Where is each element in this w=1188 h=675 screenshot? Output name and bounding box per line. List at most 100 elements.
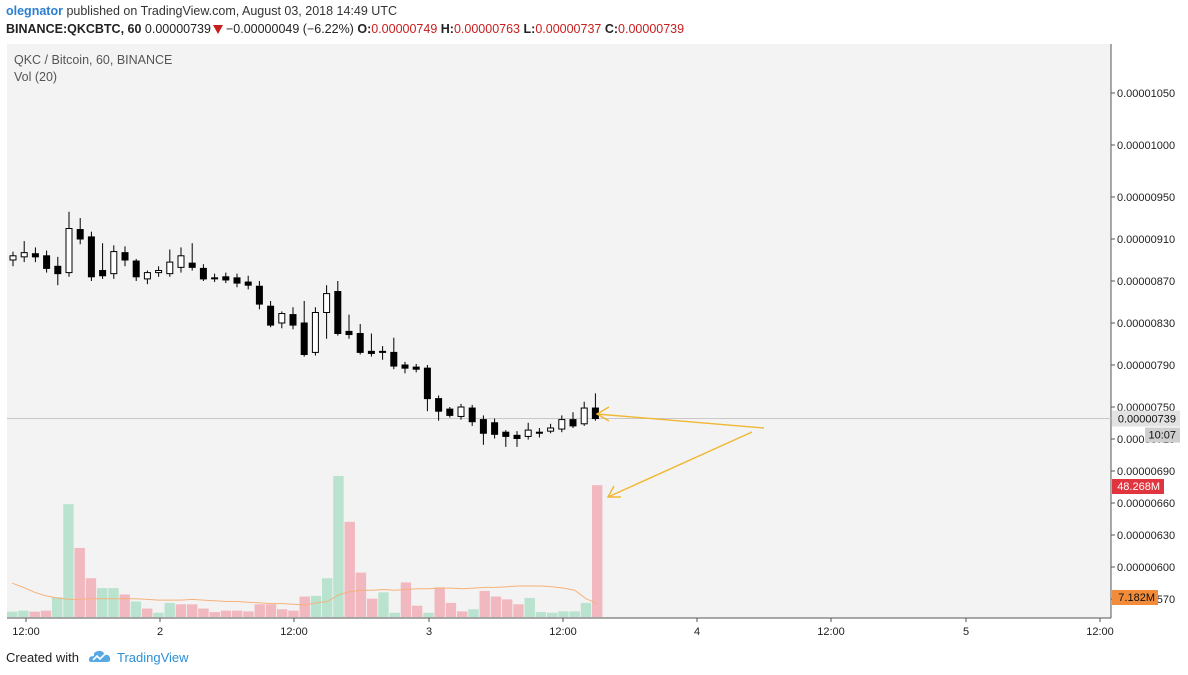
candle	[166, 249, 174, 277]
candle-body	[311, 312, 319, 353]
volume-bar	[423, 612, 434, 617]
tradingview-link[interactable]: TradingView	[116, 650, 189, 665]
candle	[278, 311, 286, 329]
candle	[99, 243, 107, 279]
y-tick-label: 0.00000630	[1117, 530, 1175, 542]
candle-body	[222, 276, 230, 281]
candle	[121, 246, 129, 267]
candle-body	[132, 260, 140, 278]
volume-bar	[232, 610, 243, 617]
last-volume-badge	[1112, 479, 1164, 494]
published-text: published on TradingView.com, August 03,…	[66, 4, 397, 18]
volume-bar	[7, 611, 18, 617]
candle-body	[155, 270, 163, 274]
candle	[311, 307, 319, 356]
volume-bar	[119, 594, 130, 617]
volume-bar	[108, 588, 119, 617]
countdown-label: 10:07	[1148, 430, 1176, 442]
candle	[356, 324, 364, 355]
volume-bar	[97, 588, 108, 617]
candle	[54, 256, 62, 286]
volume-bar	[513, 604, 524, 617]
candle-body	[524, 429, 532, 437]
candle	[87, 231, 95, 281]
symbol-label: BINANCE:QKCBTC, 60	[6, 22, 142, 36]
candle-body	[412, 366, 420, 370]
candle-body	[569, 419, 577, 427]
volume-bar	[288, 610, 299, 617]
volume-bar	[389, 612, 400, 617]
close-value: 0.00000739	[618, 22, 685, 36]
volume-bar	[175, 604, 187, 617]
tradingview-cloud-icon	[87, 649, 111, 666]
candle	[255, 281, 263, 310]
x-tick-label: 12:00	[817, 626, 845, 638]
close-label: C:	[604, 22, 619, 36]
volume-bar	[29, 611, 40, 617]
volume-bar	[355, 572, 367, 617]
volume-ma-label: 7.182M	[1118, 592, 1155, 604]
candle-body	[20, 252, 28, 258]
volume-bar	[558, 611, 569, 617]
volume-bar	[457, 611, 468, 617]
candle	[211, 273, 219, 283]
candle	[110, 245, 118, 279]
candle	[547, 423, 555, 434]
volume-ma-badge	[1112, 590, 1158, 605]
open-value: 0.00000749	[371, 22, 438, 36]
candle	[379, 346, 387, 360]
volume-bar	[468, 609, 479, 617]
annotation-arrow-line	[607, 431, 753, 498]
candle-body	[491, 422, 499, 435]
candle	[513, 431, 521, 447]
candle-body	[267, 305, 275, 326]
candle-body	[9, 255, 17, 261]
candle	[155, 266, 163, 277]
last-price-badge-label: 0.00000739	[1118, 414, 1176, 426]
volume-bar	[74, 547, 85, 617]
x-tick-label: 12:00	[1086, 626, 1114, 638]
candle-body	[54, 265, 62, 275]
volume-bar	[243, 611, 254, 617]
candle	[423, 365, 431, 412]
candle	[580, 401, 588, 426]
candle	[222, 272, 230, 284]
publish-header: olegnator published on TradingView.com, …	[6, 4, 397, 18]
candle	[323, 285, 331, 339]
y-tick-label: 0.00000830	[1117, 318, 1175, 330]
candle-body	[233, 277, 241, 284]
volume-bar	[299, 596, 310, 617]
volume-bar	[153, 612, 164, 617]
candle	[558, 415, 566, 433]
price-chart[interactable]: 0.00001050 0.00001000 0.00000950 0.00000910…	[0, 0, 1188, 642]
volume-bar	[490, 596, 502, 617]
volume-ma-line	[12, 582, 598, 606]
candle	[132, 258, 140, 281]
candle	[390, 337, 398, 370]
author-link[interactable]: olegnator	[6, 4, 63, 18]
candle	[345, 314, 353, 339]
candle-body	[334, 291, 342, 334]
volume-bar	[310, 595, 322, 617]
candle	[569, 412, 577, 428]
candle-body	[110, 251, 118, 275]
candle	[43, 250, 51, 273]
volume-bar	[333, 476, 344, 617]
candle-body	[289, 314, 297, 326]
volume-bar	[479, 590, 490, 617]
candle-body	[143, 272, 151, 280]
volume-bar	[187, 604, 198, 617]
volume-legend: Vol (20)	[14, 70, 58, 84]
volume-bar	[367, 598, 378, 617]
candle-body	[31, 253, 39, 258]
candle-body	[65, 228, 73, 274]
candle-body	[211, 277, 219, 280]
volume-bar	[164, 602, 175, 617]
volume-bar	[198, 608, 209, 617]
volume-bar	[344, 521, 355, 617]
candle-body	[99, 270, 107, 277]
candle-body	[300, 322, 308, 355]
candle-body	[580, 407, 588, 425]
candle	[435, 395, 443, 421]
candle-body	[345, 330, 353, 336]
